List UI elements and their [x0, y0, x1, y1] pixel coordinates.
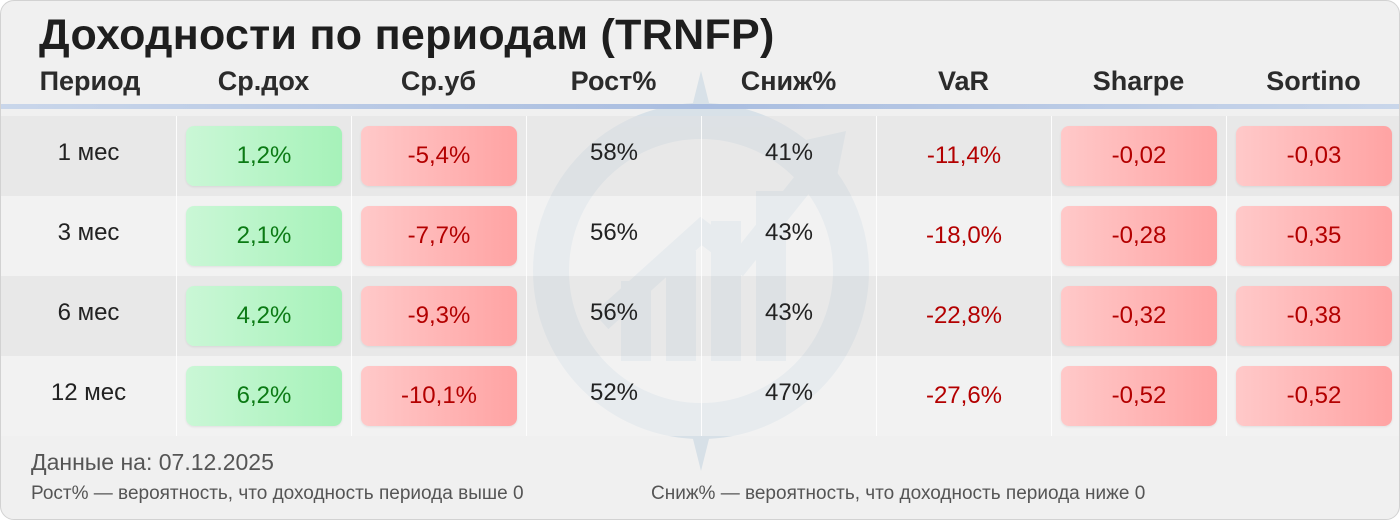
avg-gain-badge: 2,1% — [186, 206, 342, 266]
avg-loss-badge: -5,4% — [361, 126, 517, 186]
up-pct-value: 56% — [589, 219, 639, 246]
avg-gain-badge: 6,2% — [186, 366, 342, 426]
up-pct-value: 58% — [589, 139, 639, 166]
up-pct-value: 56% — [589, 299, 639, 326]
avg-gain-badge: 4,2% — [186, 286, 342, 346]
down-pct-value: 43% — [764, 219, 814, 246]
column-header-period: Период — [39, 66, 141, 96]
column-header-var: VaR — [937, 66, 990, 96]
down-pct-value: 41% — [764, 139, 814, 166]
avg-loss-badge: -7,7% — [361, 206, 517, 266]
column-header-down-pct: Сниж% — [740, 66, 837, 96]
period-label: 1 мес — [57, 139, 120, 166]
sharpe-badge: -0,28 — [1061, 206, 1217, 266]
column-header-avg-gain: Ср.дох — [217, 66, 310, 96]
avg-gain-badge: 1,2% — [186, 126, 342, 186]
sortino-badge: -0,52 — [1236, 366, 1392, 426]
period-label: 3 мес — [57, 219, 120, 246]
var-value: -22,8% — [925, 302, 1003, 329]
table-row: 12 мес 6,2% -10,1% 52% 47% -27,6% -0,52 … — [1, 356, 1399, 436]
table-row: 6 мес 4,2% -9,3% 56% 43% -22,8% -0,32 -0… — [1, 276, 1399, 356]
column-header-avg-loss: Ср.уб — [400, 66, 477, 96]
table-header: Период Ср.дох Ср.уб Рост% Сниж% VaR Shar… — [1, 59, 1399, 103]
table-row: 3 мес 2,1% -7,7% 56% 43% -18,0% -0,28 -0… — [1, 196, 1399, 276]
down-pct-value: 47% — [764, 379, 814, 406]
avg-loss-badge: -10,1% — [361, 366, 517, 426]
up-pct-value: 52% — [589, 379, 639, 406]
sortino-badge: -0,35 — [1236, 206, 1392, 266]
column-header-sharpe: Sharpe — [1092, 66, 1185, 96]
sharpe-badge: -0,52 — [1061, 366, 1217, 426]
table-row: 1 мес 1,2% -5,4% 58% 41% -11,4% -0,02 -0… — [1, 116, 1399, 196]
avg-loss-badge: -9,3% — [361, 286, 517, 346]
period-label: 12 мес — [50, 379, 127, 406]
header-divider — [1, 104, 1399, 109]
data-date: Данные на: 07.12.2025 — [31, 449, 274, 475]
legend-note-up: Рост% — вероятность, что доходность пери… — [31, 483, 524, 504]
column-header-up-pct: Рост% — [570, 66, 657, 96]
var-value: -27,6% — [925, 382, 1003, 409]
sharpe-badge: -0,02 — [1061, 126, 1217, 186]
sortino-badge: -0,03 — [1236, 126, 1392, 186]
legend-note-down: Сниж% — вероятность, что доходность пери… — [651, 483, 1146, 504]
sortino-badge: -0,38 — [1236, 286, 1392, 346]
var-value: -11,4% — [926, 142, 1002, 169]
down-pct-value: 43% — [764, 299, 814, 326]
sharpe-badge: -0,32 — [1061, 286, 1217, 346]
column-header-sortino: Sortino — [1266, 66, 1361, 96]
var-value: -18,0% — [925, 222, 1003, 249]
period-label: 6 мес — [57, 299, 120, 326]
page-title: Доходности по периодам (TRNFP) — [39, 11, 775, 59]
